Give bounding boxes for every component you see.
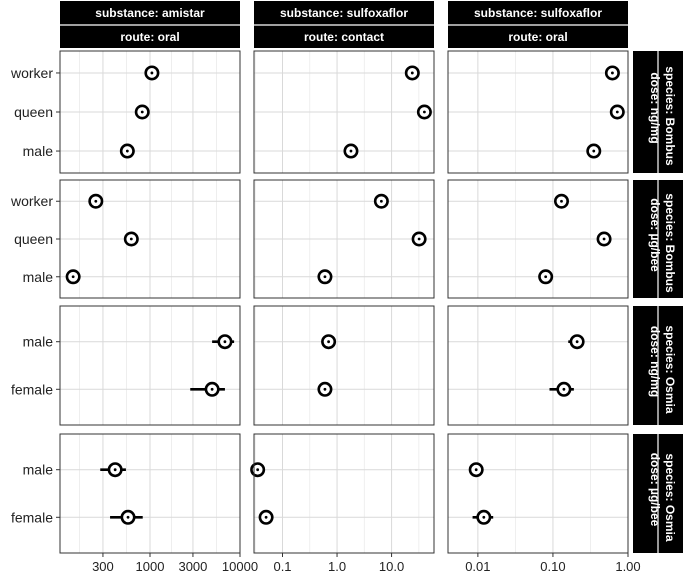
data-point-center xyxy=(256,468,260,472)
panel-border xyxy=(253,305,435,426)
panel-border xyxy=(59,305,241,426)
data-point-center xyxy=(125,149,129,153)
substance-label: substance: sulfoxaflor xyxy=(280,6,408,20)
data-point-center xyxy=(602,237,606,241)
panel xyxy=(447,305,629,426)
panel-background xyxy=(448,434,628,553)
dose-label: dose: ng/mg xyxy=(648,72,662,143)
y-tick-label: male xyxy=(23,462,54,478)
panel xyxy=(59,433,241,554)
y-tick-label: queen xyxy=(14,231,53,247)
substance-label: substance: amistar xyxy=(95,6,205,20)
panel xyxy=(447,179,629,299)
data-point-center xyxy=(264,515,268,519)
panel xyxy=(59,50,241,174)
panel-border xyxy=(253,50,435,174)
dose-label: dose: µg/bee xyxy=(648,198,662,272)
data-point-center xyxy=(575,340,579,344)
x-tick-label: 1000 xyxy=(136,559,165,574)
data-point-center xyxy=(140,110,144,114)
panel xyxy=(59,179,241,299)
x-tick-label: 300 xyxy=(92,559,114,574)
dose-label: dose: µg/bee xyxy=(648,453,662,527)
y-tick-label: worker xyxy=(10,65,53,81)
x-tick-label: 0.1 xyxy=(273,559,291,574)
y-tick-label: female xyxy=(11,509,53,525)
y-tick-label: queen xyxy=(14,104,53,120)
data-point-center xyxy=(611,71,614,75)
panel-border xyxy=(253,433,435,554)
data-point-center xyxy=(560,199,563,203)
data-point-center xyxy=(422,110,426,114)
panel xyxy=(447,50,629,174)
y-tick-label: worker xyxy=(10,193,53,209)
data-point-center xyxy=(323,275,327,279)
dose-label: dose: ng/mg xyxy=(648,326,662,397)
panel-background xyxy=(448,306,628,425)
y-tick-label: male xyxy=(23,269,54,285)
panel-border xyxy=(447,50,629,174)
x-tick-label: 0.10 xyxy=(540,559,565,574)
data-point-center xyxy=(544,275,548,279)
x-tick-label: 10000 xyxy=(222,559,258,574)
panel-grid: worker queen male worker queen male male female… xyxy=(10,50,629,554)
data-point-center xyxy=(482,515,486,519)
panel xyxy=(250,433,435,554)
panel xyxy=(253,50,435,174)
y-tick-label: male xyxy=(23,143,54,159)
substance-label: substance: sulfoxaflor xyxy=(474,6,602,20)
panel-background xyxy=(254,434,434,553)
species-label: species: Bombus xyxy=(663,66,677,166)
route-label: route: oral xyxy=(120,30,179,44)
data-point-center xyxy=(210,387,214,391)
x-tick-label: 10.0 xyxy=(379,559,404,574)
data-point-center xyxy=(615,110,619,114)
panel xyxy=(59,305,241,426)
data-point-center xyxy=(417,237,421,241)
panel xyxy=(253,179,435,299)
panel xyxy=(253,305,435,426)
data-point-center xyxy=(379,199,383,203)
x-tick-label: 1.00 xyxy=(615,559,640,574)
x-tick-label: 1.0 xyxy=(328,559,346,574)
species-label: species: Osmia xyxy=(663,325,677,413)
data-point-center xyxy=(113,468,117,472)
data-point-center xyxy=(94,199,98,203)
panel-border xyxy=(447,433,629,554)
data-point-center xyxy=(410,71,414,75)
data-point-center xyxy=(323,387,327,391)
species-label: species: Bombus xyxy=(663,193,677,293)
data-point-center xyxy=(592,149,596,153)
data-point-center xyxy=(150,71,154,75)
species-label: species: Osmia xyxy=(663,453,677,541)
x-axes: 300 1000 3000 10000 0.1 1.0 10.0 0.01 0.10 1.00 xyxy=(92,553,641,574)
panel-background xyxy=(254,306,434,425)
y-tick-label: male xyxy=(23,334,54,350)
panel-border xyxy=(253,179,435,299)
data-point-center xyxy=(223,340,227,344)
x-tick-label: 3000 xyxy=(178,559,207,574)
data-point-center xyxy=(126,515,130,519)
panel-border xyxy=(447,305,629,426)
data-point-center xyxy=(71,275,75,279)
route-label: route: oral xyxy=(508,30,567,44)
data-point-center xyxy=(474,468,478,472)
y-tick-label: female xyxy=(11,381,53,397)
data-point-center xyxy=(349,149,353,153)
data-point-center xyxy=(327,340,330,344)
route-label: route: contact xyxy=(304,30,384,44)
panel xyxy=(447,433,629,554)
data-point-center xyxy=(129,237,133,241)
column-strips: substance: amistar route: oral substance: … xyxy=(60,1,628,48)
x-tick-label: 0.01 xyxy=(465,559,490,574)
panel-border xyxy=(447,179,629,299)
data-point-center xyxy=(562,387,566,391)
